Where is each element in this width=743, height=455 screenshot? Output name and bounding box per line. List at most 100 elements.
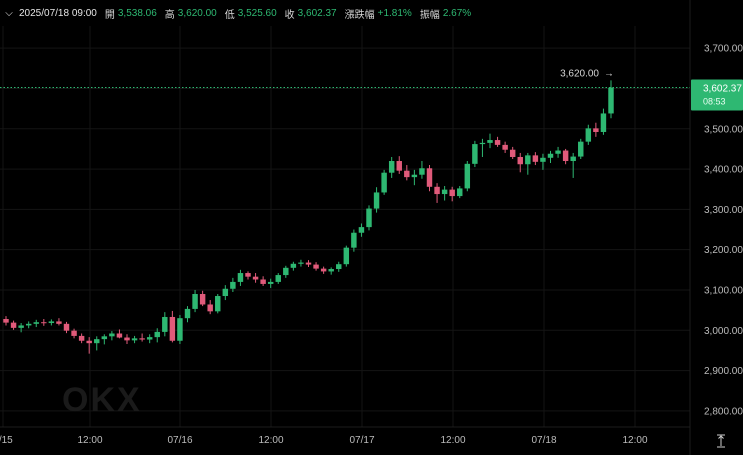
change-value: +1.81% xyxy=(377,7,412,19)
candle xyxy=(3,316,9,326)
candle xyxy=(351,229,357,252)
candle-body xyxy=(562,150,569,162)
candle-body xyxy=(555,150,561,154)
x-tick-label: 12:00 xyxy=(77,435,102,446)
x-tick-label: 12:00 xyxy=(258,435,283,446)
high-marker-label: 3,620.00 xyxy=(560,68,599,79)
candle xyxy=(245,271,251,280)
candle-body xyxy=(585,128,592,142)
candle xyxy=(328,267,334,275)
candle xyxy=(275,273,281,284)
y-axis[interactable]: 2,800.00 2,900.00 3,000.00 3,100.00 3,200.00… xyxy=(704,44,743,418)
candle-body xyxy=(18,325,24,328)
candle xyxy=(94,336,100,351)
candle-body xyxy=(305,262,312,265)
candle xyxy=(502,141,508,153)
candle xyxy=(63,321,70,334)
candle xyxy=(71,328,77,339)
candle-body xyxy=(116,333,123,338)
candle xyxy=(177,314,183,344)
candle-body xyxy=(313,264,319,269)
x-axis[interactable]: 7/15 12:00 07/16 12:00 07/17 12:00 07/18 12:00 xyxy=(0,435,648,446)
candle-body xyxy=(252,276,259,280)
candle xyxy=(366,205,372,231)
candle-body xyxy=(41,322,47,324)
candle xyxy=(540,153,546,170)
candle xyxy=(381,169,387,195)
candle-body xyxy=(177,318,183,341)
candle xyxy=(449,186,455,202)
y-tick-label: 3,000.00 xyxy=(704,326,743,337)
y-tick-label: 2,900.00 xyxy=(704,366,743,377)
candle xyxy=(101,334,108,345)
candle xyxy=(479,138,486,157)
candles xyxy=(3,80,614,354)
chevron-down-icon[interactable]: ⌵ xyxy=(5,7,13,19)
candle xyxy=(373,187,380,213)
candle-body xyxy=(169,316,176,341)
candle xyxy=(336,261,342,272)
change-label: 漲跌幅 xyxy=(344,9,375,21)
candle xyxy=(154,328,160,343)
low-label: 低 xyxy=(224,9,235,21)
y-tick-label: 2,800.00 xyxy=(704,406,743,417)
candle-body xyxy=(388,161,395,173)
candle-body xyxy=(78,335,85,341)
candle-body xyxy=(139,338,145,340)
candle-body xyxy=(578,141,584,157)
candle-body xyxy=(593,128,599,132)
candle xyxy=(283,265,289,278)
low-value: 3,525.60 xyxy=(237,7,277,19)
candle-body xyxy=(245,273,251,277)
candle xyxy=(525,152,531,175)
reset-axis-icon[interactable] xyxy=(717,434,725,448)
candle-body xyxy=(502,144,508,150)
candle xyxy=(124,334,130,344)
candle xyxy=(600,108,607,135)
candle-body xyxy=(472,144,478,164)
candle xyxy=(252,273,259,283)
candle-body xyxy=(479,142,486,145)
candle-body xyxy=(358,227,365,233)
candle-body xyxy=(184,308,191,319)
candle-body xyxy=(94,339,100,344)
candle-body xyxy=(3,318,9,323)
candle-body xyxy=(351,232,357,248)
candle xyxy=(18,323,24,333)
candle-body xyxy=(600,113,607,132)
x-tick-label: 12:00 xyxy=(440,435,465,446)
candle xyxy=(184,306,191,323)
y-tick-label: 3,500.00 xyxy=(704,124,743,135)
candle-body xyxy=(215,296,221,312)
candle-body xyxy=(419,168,425,175)
amplitude-label: 振幅 xyxy=(419,9,440,21)
candle-body xyxy=(56,321,62,324)
candle-body xyxy=(381,172,387,193)
candle xyxy=(419,161,425,179)
candle xyxy=(562,148,569,165)
candle-body xyxy=(517,156,523,165)
candle xyxy=(343,245,350,267)
x-tick-label: 12:00 xyxy=(622,435,647,446)
price-tag: 3,602.37 08:53 xyxy=(691,79,743,111)
candle xyxy=(146,334,153,344)
candle xyxy=(25,321,32,329)
price-tag-value: 3,602.37 xyxy=(703,84,742,95)
candle xyxy=(494,136,501,147)
candle xyxy=(10,320,17,330)
candle-body xyxy=(464,163,471,189)
candle-body xyxy=(237,273,244,282)
candle-body xyxy=(487,140,493,143)
candle xyxy=(267,278,274,288)
ohlc-header: ⌵ 2025/07/18 09:00 開 3,538.06 高 3,620.00… xyxy=(0,0,600,26)
candle-body xyxy=(396,161,402,171)
candle-body xyxy=(109,333,115,337)
candle-body xyxy=(154,331,160,338)
candle-body xyxy=(298,262,304,264)
candle xyxy=(404,165,410,181)
x-tick-label: 07/18 xyxy=(531,435,556,446)
candle xyxy=(396,156,402,174)
candle xyxy=(169,310,176,343)
candle-body xyxy=(199,294,206,305)
